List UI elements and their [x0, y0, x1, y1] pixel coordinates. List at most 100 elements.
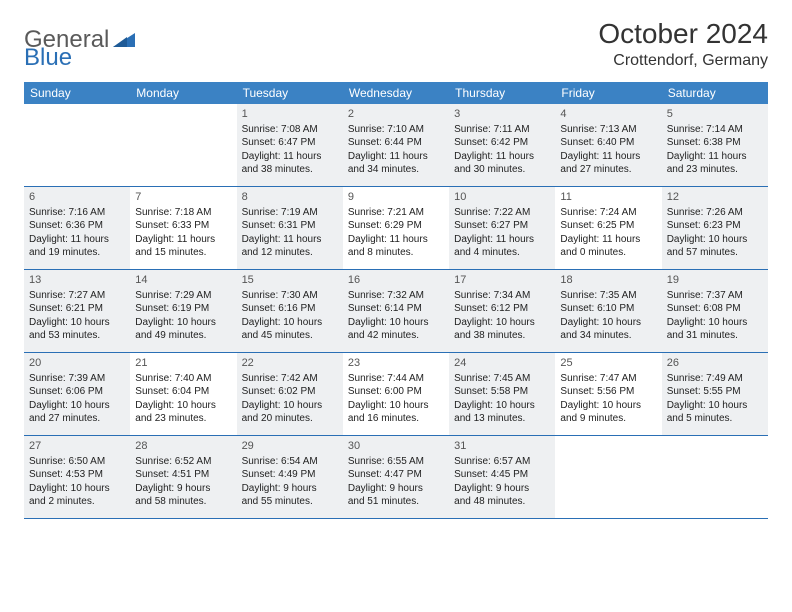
day-detail-line: Daylight: 11 hours: [29, 233, 125, 247]
day-detail-line: Sunrise: 7:42 AM: [242, 372, 338, 386]
day-detail-line: Daylight: 10 hours: [242, 399, 338, 413]
day-detail-line: and 13 minutes.: [454, 412, 550, 426]
day-detail-line: Sunrise: 7:24 AM: [560, 206, 656, 220]
day-detail-line: Sunset: 5:58 PM: [454, 385, 550, 399]
day-detail-line: Daylight: 10 hours: [29, 482, 125, 496]
day-detail-line: Sunrise: 7:44 AM: [348, 372, 444, 386]
day-detail-line: Daylight: 10 hours: [667, 399, 763, 413]
day-number: 23: [348, 356, 444, 371]
day-cell: 22Sunrise: 7:42 AMSunset: 6:02 PMDayligh…: [237, 353, 343, 435]
day-detail-line: Daylight: 11 hours: [560, 233, 656, 247]
day-detail-line: and 15 minutes.: [135, 246, 231, 260]
day-cell: 25Sunrise: 7:47 AMSunset: 5:56 PMDayligh…: [555, 353, 661, 435]
day-cell: 14Sunrise: 7:29 AMSunset: 6:19 PMDayligh…: [130, 270, 236, 352]
day-detail-line: and 2 minutes.: [29, 495, 125, 509]
day-number: 25: [560, 356, 656, 371]
day-number: 20: [29, 356, 125, 371]
day-detail-line: and 9 minutes.: [560, 412, 656, 426]
day-cell: 19Sunrise: 7:37 AMSunset: 6:08 PMDayligh…: [662, 270, 768, 352]
day-detail-line: and 0 minutes.: [560, 246, 656, 260]
day-detail-line: and 51 minutes.: [348, 495, 444, 509]
day-number: 29: [242, 439, 338, 454]
day-detail-line: Sunset: 6:33 PM: [135, 219, 231, 233]
day-detail-line: Sunrise: 7:40 AM: [135, 372, 231, 386]
day-detail-line: Sunset: 4:51 PM: [135, 468, 231, 482]
day-number: 2: [348, 107, 444, 122]
day-detail-line: Sunrise: 6:54 AM: [242, 455, 338, 469]
day-cell: 8Sunrise: 7:19 AMSunset: 6:31 PMDaylight…: [237, 187, 343, 269]
weekday-label: Thursday: [449, 82, 555, 104]
day-detail-line: Sunrise: 7:11 AM: [454, 123, 550, 137]
day-cell: 11Sunrise: 7:24 AMSunset: 6:25 PMDayligh…: [555, 187, 661, 269]
day-detail-line: Daylight: 11 hours: [560, 150, 656, 164]
day-number: 5: [667, 107, 763, 122]
weekday-label: Wednesday: [343, 82, 449, 104]
day-cell: 2Sunrise: 7:10 AMSunset: 6:44 PMDaylight…: [343, 104, 449, 186]
day-detail-line: and 5 minutes.: [667, 412, 763, 426]
day-detail-line: and 34 minutes.: [560, 329, 656, 343]
day-cell: 6Sunrise: 7:16 AMSunset: 6:36 PMDaylight…: [24, 187, 130, 269]
day-detail-line: Daylight: 9 hours: [348, 482, 444, 496]
day-detail-line: Sunrise: 7:37 AM: [667, 289, 763, 303]
day-number: 18: [560, 273, 656, 288]
day-detail-line: and 23 minutes.: [135, 412, 231, 426]
day-cell: [555, 436, 661, 518]
day-detail-line: and 4 minutes.: [454, 246, 550, 260]
day-detail-line: Sunset: 6:21 PM: [29, 302, 125, 316]
day-cell: [662, 436, 768, 518]
day-detail-line: Sunset: 6:47 PM: [242, 136, 338, 150]
day-number: 10: [454, 190, 550, 205]
day-detail-line: and 58 minutes.: [135, 495, 231, 509]
day-detail-line: and 16 minutes.: [348, 412, 444, 426]
day-cell: 18Sunrise: 7:35 AMSunset: 6:10 PMDayligh…: [555, 270, 661, 352]
day-detail-line: Sunrise: 7:26 AM: [667, 206, 763, 220]
day-detail-line: and 27 minutes.: [29, 412, 125, 426]
day-detail-line: Sunset: 6:14 PM: [348, 302, 444, 316]
week-row: 13Sunrise: 7:27 AMSunset: 6:21 PMDayligh…: [24, 270, 768, 353]
day-detail-line: Sunrise: 7:19 AM: [242, 206, 338, 220]
day-detail-line: Sunset: 6:04 PM: [135, 385, 231, 399]
day-cell: 13Sunrise: 7:27 AMSunset: 6:21 PMDayligh…: [24, 270, 130, 352]
day-cell: 15Sunrise: 7:30 AMSunset: 6:16 PMDayligh…: [237, 270, 343, 352]
day-number: 12: [667, 190, 763, 205]
day-detail-line: Daylight: 9 hours: [454, 482, 550, 496]
day-detail-line: and 31 minutes.: [667, 329, 763, 343]
logo-blue-wrap: Blue: [24, 44, 72, 72]
day-detail-line: Daylight: 10 hours: [348, 399, 444, 413]
day-cell: [130, 104, 236, 186]
day-number: 30: [348, 439, 444, 454]
day-detail-line: Daylight: 11 hours: [348, 150, 444, 164]
day-number: 21: [135, 356, 231, 371]
day-detail-line: Sunset: 6:16 PM: [242, 302, 338, 316]
day-detail-line: Sunset: 6:00 PM: [348, 385, 444, 399]
day-number: 19: [667, 273, 763, 288]
day-detail-line: Sunrise: 7:16 AM: [29, 206, 125, 220]
title-block: October 2024 Crottendorf, Germany: [598, 18, 768, 70]
day-detail-line: and 38 minutes.: [454, 329, 550, 343]
day-detail-line: Sunset: 6:29 PM: [348, 219, 444, 233]
day-detail-line: Sunrise: 7:27 AM: [29, 289, 125, 303]
week-row: 20Sunrise: 7:39 AMSunset: 6:06 PMDayligh…: [24, 353, 768, 436]
day-detail-line: Daylight: 10 hours: [348, 316, 444, 330]
day-cell: 10Sunrise: 7:22 AMSunset: 6:27 PMDayligh…: [449, 187, 555, 269]
day-detail-line: Daylight: 10 hours: [667, 233, 763, 247]
day-detail-line: and 45 minutes.: [242, 329, 338, 343]
day-detail-line: Sunset: 6:31 PM: [242, 219, 338, 233]
day-cell: 3Sunrise: 7:11 AMSunset: 6:42 PMDaylight…: [449, 104, 555, 186]
day-cell: 17Sunrise: 7:34 AMSunset: 6:12 PMDayligh…: [449, 270, 555, 352]
day-number: 31: [454, 439, 550, 454]
day-detail-line: Daylight: 10 hours: [560, 316, 656, 330]
day-cell: 29Sunrise: 6:54 AMSunset: 4:49 PMDayligh…: [237, 436, 343, 518]
header: General October 2024 Crottendorf, German…: [24, 18, 768, 70]
day-detail-line: and 38 minutes.: [242, 163, 338, 177]
day-cell: 4Sunrise: 7:13 AMSunset: 6:40 PMDaylight…: [555, 104, 661, 186]
day-detail-line: Daylight: 11 hours: [242, 233, 338, 247]
day-number: 27: [29, 439, 125, 454]
day-detail-line: Daylight: 11 hours: [667, 150, 763, 164]
day-detail-line: Daylight: 9 hours: [242, 482, 338, 496]
day-detail-line: and 30 minutes.: [454, 163, 550, 177]
day-cell: 20Sunrise: 7:39 AMSunset: 6:06 PMDayligh…: [24, 353, 130, 435]
day-detail-line: Sunrise: 7:18 AM: [135, 206, 231, 220]
day-detail-line: Sunrise: 6:50 AM: [29, 455, 125, 469]
day-cell: 5Sunrise: 7:14 AMSunset: 6:38 PMDaylight…: [662, 104, 768, 186]
